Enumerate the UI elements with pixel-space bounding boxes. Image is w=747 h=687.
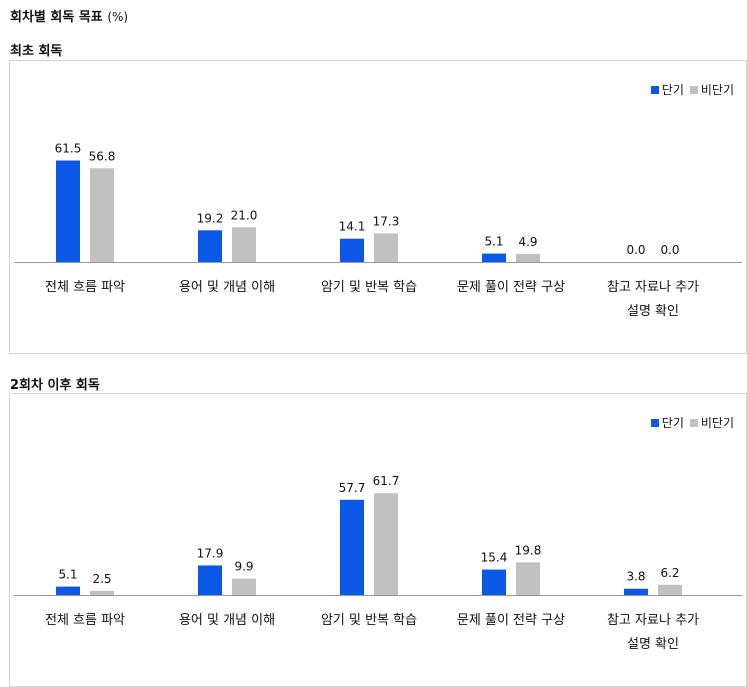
category-label: 암기 및 반복 학습: [321, 280, 417, 295]
bar-long: [516, 253, 540, 262]
bar-short: [56, 586, 80, 595]
data-label: 14.1: [339, 220, 366, 234]
chart-2-plot: 5.1 2.5 전체 흐름 파악 17.9 9.9 용어 및 개념 이해 57.7 61.7 암…: [14, 474, 742, 652]
bar-short: [198, 230, 222, 262]
data-label: 61.5: [55, 142, 82, 156]
bar-long: [374, 233, 398, 262]
category-label: 설명 확인: [627, 637, 679, 652]
category-label: 용어 및 개념 이해: [179, 280, 275, 295]
data-label: 0.0: [626, 243, 645, 257]
bar-short: [340, 238, 364, 262]
bar-short: [624, 588, 648, 595]
category-label: 문제 풀이 전략 구상: [457, 613, 565, 628]
data-label: 9.9: [234, 560, 253, 574]
chart-1-title: 최초 회독: [10, 44, 63, 59]
chart-2-legend: 단기 비단기: [645, 414, 734, 431]
data-label: 17.3: [373, 214, 400, 228]
bar-long: [658, 584, 682, 595]
chart-1-legend: 단기 비단기: [645, 81, 734, 98]
legend-swatch-short: [650, 418, 659, 427]
data-label: 61.7: [373, 474, 400, 488]
category-label: 참고 자료나 추가: [607, 280, 699, 295]
chart-1-plot: 61.5 56.8 전체 흐름 파악 19.2 21.0 용어 및 개념 이해 14.1 17…: [14, 142, 742, 319]
bar-long: [232, 227, 256, 262]
data-label: 5.1: [484, 235, 503, 249]
bar-long: [516, 562, 540, 595]
legend-label-short: 단기: [661, 416, 684, 430]
category-label: 전체 흐름 파악: [45, 613, 125, 628]
category-label: 전체 흐름 파악: [45, 280, 125, 295]
page-title-text: 회차별 회독 목표: [10, 10, 103, 25]
page-title: 회차별 회독 목표 (%): [10, 6, 128, 25]
category-label: 문제 풀이 전략 구상: [457, 280, 565, 295]
legend-item-long: 비단기: [689, 81, 734, 98]
bar-long: [374, 493, 398, 595]
category-label: 암기 및 반복 학습: [321, 613, 417, 628]
legend-label-long: 비단기: [700, 83, 734, 97]
bar-long: [90, 168, 114, 262]
bar-long: [90, 590, 114, 595]
bar-short: [340, 499, 364, 595]
bar-short: [56, 160, 80, 262]
category-label: 용어 및 개념 이해: [179, 613, 275, 628]
legend-label-long: 비단기: [700, 416, 734, 430]
data-label: 5.1: [58, 568, 77, 582]
data-label: 3.8: [626, 570, 645, 584]
data-label: 2.5: [92, 572, 111, 586]
chart-2-panel: 단기 비단기 5.1 2.5 전체 흐름 파악 17.9 9.9 용어 및 개념 이해 57…: [9, 393, 747, 687]
legend-swatch-long: [689, 85, 698, 94]
legend-item-long: 비단기: [689, 414, 734, 431]
bar-short: [198, 565, 222, 595]
legend-item-short: 단기: [650, 81, 684, 98]
data-label: 4.9: [518, 235, 537, 249]
data-label: 17.9: [197, 546, 224, 560]
legend-swatch-short: [650, 85, 659, 94]
legend-swatch-long: [689, 418, 698, 427]
data-label: 19.8: [515, 543, 542, 557]
bar-long: [232, 578, 256, 595]
chart-1-panel: 단기 비단기 61.5 56.8 전체 흐름 파악 19.2 21.0 용어 및 개념 이…: [9, 60, 747, 354]
data-label: 15.4: [481, 551, 508, 565]
chart-2-title: 2회차 이후 회독: [10, 378, 100, 393]
bar-short: [482, 253, 506, 262]
category-label: 참고 자료나 추가: [607, 613, 699, 628]
category-label: 설명 확인: [627, 304, 679, 319]
legend-label-short: 단기: [661, 83, 684, 97]
data-label: 57.7: [339, 481, 366, 495]
data-label: 21.0: [231, 208, 258, 222]
bar-short: [482, 569, 506, 595]
data-label: 56.8: [89, 149, 116, 163]
legend-item-short: 단기: [650, 414, 684, 431]
data-label: 19.2: [197, 211, 224, 225]
data-label: 0.0: [660, 243, 679, 257]
data-label: 6.2: [660, 566, 679, 580]
page-title-unit: (%): [107, 10, 129, 24]
